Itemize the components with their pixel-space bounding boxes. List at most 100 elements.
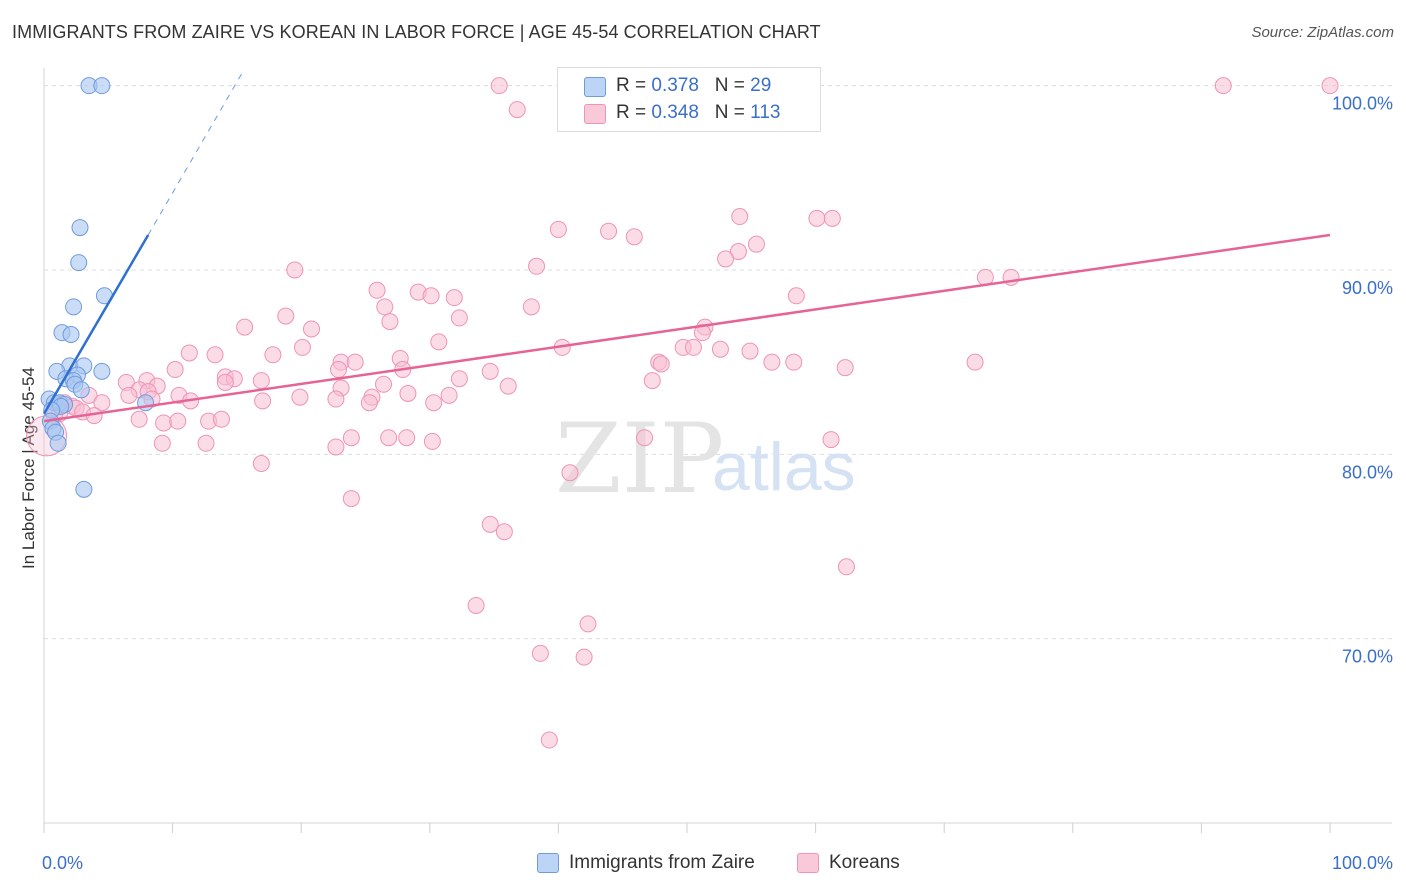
korean-point	[967, 354, 983, 370]
korean-point	[377, 299, 393, 315]
korean-point	[423, 288, 439, 304]
legend-r-label: R =	[616, 102, 646, 123]
stats-legend: R = 0.378 N = 29 R = 0.348 N = 113	[557, 67, 821, 132]
korean-point	[294, 339, 310, 355]
korean-point	[347, 354, 363, 370]
x-tick-label: 0.0%	[42, 853, 83, 873]
korean-point	[576, 649, 592, 665]
legend-n-value: 29	[750, 75, 771, 96]
korean-point	[824, 210, 840, 226]
gridlines	[44, 86, 1392, 639]
korean-point	[1322, 78, 1338, 94]
korean-point	[580, 616, 596, 632]
zaire-point	[72, 220, 88, 236]
korean-point	[637, 430, 653, 446]
korean-point	[121, 387, 137, 403]
korean-point	[198, 435, 214, 451]
korean-point	[685, 339, 701, 355]
korean-point	[500, 378, 516, 394]
zaire-swatch	[584, 77, 606, 97]
korean-point	[823, 432, 839, 448]
korean-point	[278, 308, 294, 324]
korean-point	[523, 299, 539, 315]
korean-point	[292, 389, 308, 405]
korean-point	[496, 524, 512, 540]
zaire-point	[63, 327, 79, 343]
korean-point	[626, 229, 642, 245]
korean-point	[482, 363, 498, 379]
korean-point	[170, 413, 186, 429]
zaire-point	[73, 382, 89, 398]
korean-point	[426, 395, 442, 411]
korean-point	[529, 258, 545, 274]
korean-point	[712, 341, 728, 357]
korean-point	[718, 251, 734, 267]
legend-r-value: 0.348	[651, 102, 699, 123]
korean-point	[441, 387, 457, 403]
korean-point	[838, 559, 854, 575]
y-tick-label: 90.0%	[1342, 278, 1393, 298]
x-tick-label: 100.0%	[1332, 853, 1393, 873]
korean-point	[131, 411, 147, 427]
zaire-trend-extension	[148, 71, 243, 235]
korean-point	[156, 415, 172, 431]
y-axis-label: In Labor Force | Age 45-54	[19, 367, 38, 569]
korean-point	[328, 391, 344, 407]
legend-n-label: N =	[715, 102, 745, 123]
korean-point	[253, 373, 269, 389]
korean-point	[382, 314, 398, 330]
y-tick-label: 80.0%	[1342, 462, 1393, 482]
korean-point	[451, 310, 467, 326]
korean-point	[837, 360, 853, 376]
korean-point	[376, 376, 392, 392]
legend-n-label: N =	[715, 75, 745, 96]
korean-point	[748, 236, 764, 252]
korean-point	[509, 102, 525, 118]
korean-point	[451, 371, 467, 387]
korean-point	[562, 465, 578, 481]
y-tick-label: 70.0%	[1342, 647, 1393, 667]
korean-point	[788, 288, 804, 304]
korean-point	[742, 343, 758, 359]
korean-point	[213, 411, 229, 427]
korean-point	[764, 354, 780, 370]
zaire-point	[50, 435, 66, 451]
legend-n-value: 113	[750, 102, 780, 123]
korean-point	[303, 321, 319, 337]
zaire-point	[71, 255, 87, 271]
korean-point	[732, 209, 748, 225]
korean-point	[381, 430, 397, 446]
korean-point	[330, 362, 346, 378]
korean-point	[207, 347, 223, 363]
korean-point	[253, 456, 269, 472]
korean-point	[482, 516, 498, 532]
korean-point	[532, 645, 548, 661]
korean-legend-swatch	[797, 853, 819, 873]
zaire-point	[94, 78, 110, 94]
korean-point	[809, 210, 825, 226]
korean-point	[653, 356, 669, 372]
korean-point	[431, 334, 447, 350]
korean-legend-label: Koreans	[829, 852, 900, 874]
korean-point	[369, 282, 385, 298]
zaire-point	[76, 481, 92, 497]
korean-point	[400, 385, 416, 401]
korean-point	[343, 491, 359, 507]
korean-point	[644, 373, 660, 389]
zaire-point	[94, 363, 110, 379]
zaire-legend-label: Immigrants from Zaire	[569, 852, 755, 874]
korean-point	[154, 435, 170, 451]
korean-swatch	[584, 104, 606, 124]
korean-point	[550, 221, 566, 237]
korean-point	[217, 374, 233, 390]
korean-point	[361, 395, 377, 411]
korean-point	[424, 433, 440, 449]
korean-point	[491, 78, 507, 94]
korean-point	[1215, 78, 1231, 94]
legend-r-label: R =	[616, 75, 646, 96]
korean-point	[399, 430, 415, 446]
korean-point	[255, 393, 271, 409]
korean-point	[343, 430, 359, 446]
zaire-legend-swatch	[537, 853, 559, 873]
y-tick-label: 100.0%	[1332, 94, 1393, 114]
